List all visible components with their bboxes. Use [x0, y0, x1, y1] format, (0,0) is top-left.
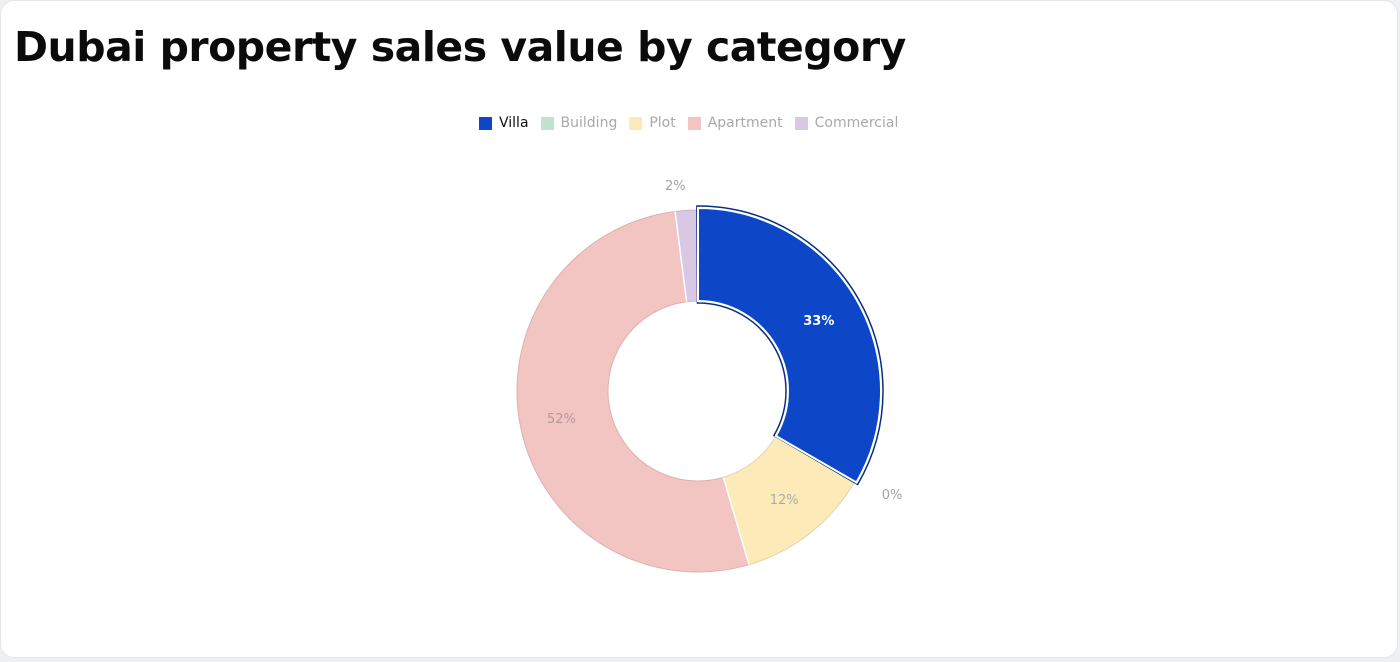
slice-separator	[674, 211, 688, 302]
legend-swatch-commercial	[794, 116, 808, 130]
slice-highlight-outline	[696, 205, 884, 486]
legend-item-commercial[interactable]: Commercial	[794, 115, 899, 131]
chart-legend: Villa Building Plot Apartment Commercial	[479, 115, 898, 131]
legend-item-apartment[interactable]: Apartment	[687, 115, 783, 131]
legend-item-building[interactable]: Building	[540, 115, 618, 131]
legend-item-villa[interactable]: Villa	[479, 115, 529, 131]
chart-title: Dubai property sales value by category	[14, 23, 906, 71]
slice-label-villa: 33%	[803, 314, 834, 329]
legend-swatch-plot	[629, 116, 643, 130]
slice-apartment[interactable]	[516, 210, 750, 573]
legend-swatch-apartment	[687, 116, 701, 130]
slice-label-commercial: 2%	[665, 179, 686, 194]
slice-separator	[722, 477, 750, 565]
legend-label: Villa	[499, 115, 529, 131]
legend-label: Plot	[649, 115, 676, 131]
legend-label: Building	[560, 115, 618, 131]
slice-label-plot: 12%	[770, 493, 799, 508]
legend-swatch-building	[540, 116, 554, 130]
legend-label: Apartment	[707, 115, 783, 131]
legend-swatch-villa	[479, 116, 492, 130]
slice-label-apartment: 52%	[547, 412, 576, 427]
legend-item-plot[interactable]: Plot	[629, 115, 676, 131]
slice-villa[interactable]	[697, 206, 882, 484]
slice-label-building: 0%	[882, 488, 903, 503]
legend-label: Commercial	[814, 115, 899, 131]
